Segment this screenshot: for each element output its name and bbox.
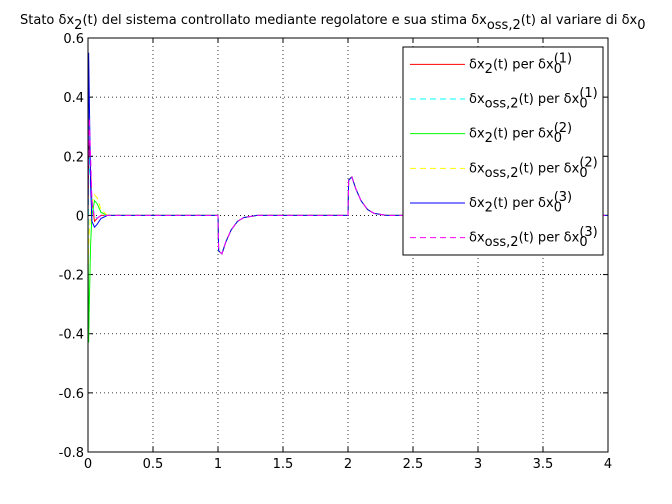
y-tick-label: -0.6 bbox=[59, 387, 84, 402]
x-tick-label: 2.5 bbox=[403, 457, 424, 472]
legend-label: (t) per δx bbox=[493, 57, 554, 72]
x-tick-label: 0 bbox=[84, 457, 92, 472]
legend-box bbox=[402, 46, 604, 256]
legend-label: (t) per δx bbox=[519, 231, 580, 246]
y-tick-label: 0 bbox=[76, 209, 84, 224]
legend-label: (t) per δx bbox=[519, 161, 580, 176]
legend-label: δx bbox=[469, 127, 485, 142]
legend-label: (1) bbox=[554, 51, 572, 66]
x-tick-label: 1 bbox=[214, 457, 222, 472]
legend-label: (1) bbox=[579, 86, 597, 101]
legend-label: (t) per δx bbox=[519, 92, 580, 107]
legend-label: 0 bbox=[579, 166, 587, 181]
x-tick-label: 4 bbox=[604, 457, 612, 472]
legend-label: (3) bbox=[554, 190, 572, 205]
legend-label: oss,2 bbox=[485, 235, 519, 250]
chart-title: (t) al variare di δx bbox=[521, 13, 638, 28]
legend-label: δx bbox=[469, 196, 485, 211]
chart-title: oss,2 bbox=[487, 18, 521, 33]
y-tick-label: 0.6 bbox=[63, 32, 84, 47]
y-tick-label: -0.8 bbox=[59, 446, 84, 461]
legend-label: δx bbox=[469, 57, 485, 72]
legend-label: δx bbox=[469, 231, 485, 246]
legend-label: 0 bbox=[554, 201, 562, 216]
legend-label: δx bbox=[469, 161, 485, 176]
x-tick-label: 2 bbox=[344, 457, 352, 472]
legend-label: oss,2 bbox=[485, 166, 519, 181]
chart-title: 0 bbox=[637, 18, 645, 33]
legend-label: 0 bbox=[554, 62, 562, 77]
legend-label: 2 bbox=[485, 131, 493, 146]
y-tick-label: -0.4 bbox=[59, 328, 84, 343]
chart-title: (t) del sistema controllato mediante reg… bbox=[82, 13, 487, 28]
x-tick-label: 3 bbox=[474, 457, 482, 472]
legend-label: 0 bbox=[554, 131, 562, 146]
legend-label: (2) bbox=[554, 121, 572, 136]
y-tick-label: 0.4 bbox=[63, 91, 84, 106]
legend-label: (3) bbox=[579, 225, 597, 240]
x-tick-label: 1.5 bbox=[273, 457, 294, 472]
axes-box bbox=[87, 37, 609, 453]
chart-title: 2 bbox=[74, 18, 82, 33]
y-tick-label: 0.2 bbox=[63, 150, 84, 165]
legend-label: (t) per δx bbox=[493, 196, 554, 211]
legend-label: 2 bbox=[485, 201, 493, 216]
legend-label: oss,2 bbox=[485, 97, 519, 112]
x-tick-label: 3.5 bbox=[533, 457, 554, 472]
x-tick-label: 0.5 bbox=[143, 457, 164, 472]
legend-label: 0 bbox=[579, 97, 587, 112]
y-tick-label: -0.2 bbox=[59, 269, 84, 284]
legend-label: δx bbox=[469, 92, 485, 107]
series-line bbox=[88, 117, 608, 255]
chart-title: Stato δx bbox=[20, 13, 74, 28]
legend-label: (2) bbox=[579, 155, 597, 170]
legend-label: (t) per δx bbox=[493, 127, 554, 142]
legend-label: 2 bbox=[485, 62, 493, 77]
legend-label: 0 bbox=[579, 235, 587, 250]
